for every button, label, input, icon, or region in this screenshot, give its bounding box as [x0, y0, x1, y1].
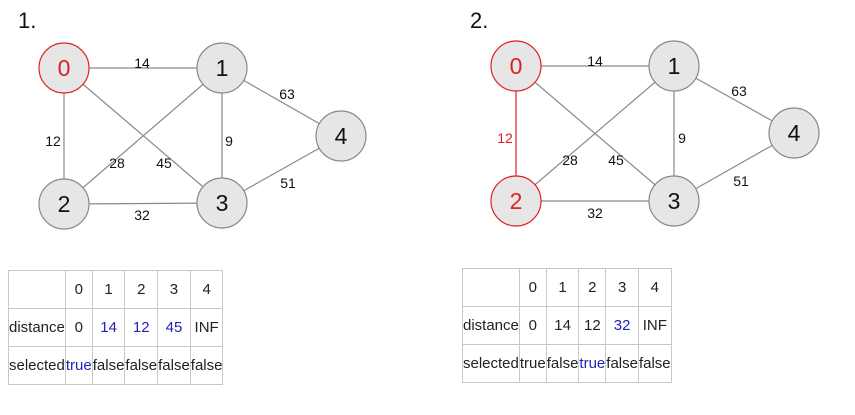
node-2: 2: [490, 175, 542, 227]
table-row-distance: distance 0 14 12 45 INF: [8, 308, 224, 347]
table-cell: false: [157, 346, 191, 385]
header-cell: [8, 270, 66, 309]
table-cell: 14: [91, 308, 126, 347]
node-0: 0: [38, 42, 90, 94]
edge-weight-label: 9: [225, 133, 233, 149]
node-label: 2: [510, 188, 523, 214]
edge-weight-label: 14: [134, 55, 150, 71]
edge-weight-label: 45: [608, 152, 624, 168]
node-label: 0: [58, 55, 71, 81]
node-label: 0: [510, 53, 523, 79]
node-label: 1: [216, 55, 229, 81]
table-cell: true: [578, 344, 607, 383]
edge-weight-label: 9: [678, 130, 686, 146]
edge-weight-label: 28: [562, 152, 578, 168]
table-cell: 14: [545, 306, 580, 345]
header-cell: 3: [157, 270, 191, 309]
header-cell: [462, 268, 520, 307]
node-0: 0: [490, 40, 542, 92]
edge-weight-label: 63: [731, 83, 747, 99]
edge-weight-label: 51: [733, 173, 749, 189]
node-label: 1: [668, 53, 681, 79]
node-3: 3: [648, 175, 700, 227]
table-cell: true: [518, 344, 547, 383]
edge-weight-label: 32: [134, 207, 150, 223]
node-label: 4: [335, 123, 348, 149]
edge-weight-label: 28: [109, 155, 125, 171]
table-cell: false: [124, 346, 159, 385]
table-cell: 45: [157, 308, 191, 347]
node-1: 1: [196, 42, 248, 94]
node-label: 3: [216, 190, 229, 216]
step-label: 1.: [18, 8, 37, 33]
edge-weight-label: 12: [497, 130, 513, 146]
distance-table: 0 1 2 3 4 distance 0 14 12 45 INF selected true false…: [8, 270, 224, 385]
header-cell: 2: [124, 270, 159, 309]
edge-weight-label: 45: [156, 155, 172, 171]
table-cell: false: [637, 344, 672, 383]
table-row-selected: selected true false true false false: [462, 344, 672, 383]
table-cell: 12: [578, 306, 607, 345]
table-cell: false: [91, 346, 126, 385]
node-2: 2: [38, 178, 90, 230]
node-3: 3: [196, 177, 248, 229]
table-cell: true: [64, 346, 93, 385]
node-label: 4: [788, 120, 801, 146]
edge-weight-label: 51: [280, 175, 296, 191]
node-4: 4: [315, 110, 367, 162]
table-cell: 0: [64, 308, 93, 347]
table-cell: 32: [605, 306, 639, 345]
row-label: distance: [8, 308, 66, 347]
table-row-selected: selected true false false false false: [8, 346, 224, 385]
row-label: selected: [462, 344, 520, 383]
edge-weight-label: 14: [587, 53, 603, 69]
table-cell: INF: [637, 306, 672, 345]
edge-2-3: [63, 202, 223, 205]
header-cell: 3: [605, 268, 639, 307]
header-cell: 1: [91, 270, 126, 309]
table-cell: false: [545, 344, 580, 383]
table-cell: false: [605, 344, 639, 383]
edge-weight-label: 32: [587, 205, 603, 221]
header-cell: 0: [64, 270, 93, 309]
table-cell: 12: [124, 308, 159, 347]
edge-1-2: [63, 67, 223, 205]
node-label: 2: [58, 191, 71, 217]
distance-table: 0 1 2 3 4 distance 0 14 12 32 INF selected true false…: [462, 268, 672, 383]
step-label: 2.: [470, 8, 489, 33]
edge-weight-label: 63: [279, 86, 295, 102]
node-4: 4: [768, 107, 820, 159]
edge-weight-label: 12: [45, 133, 61, 149]
header-cell: 4: [637, 268, 672, 307]
table-row-distance: distance 0 14 12 32 INF: [462, 306, 672, 345]
table-cell: false: [189, 346, 224, 385]
header-cell: 1: [545, 268, 580, 307]
node-1: 1: [648, 40, 700, 92]
node-label: 3: [668, 188, 681, 214]
edge-1-2: [515, 65, 675, 202]
table-cell: INF: [189, 308, 224, 347]
row-label: distance: [462, 306, 520, 345]
table-cell: 0: [518, 306, 547, 345]
header-cell: 4: [189, 270, 224, 309]
row-label: selected: [8, 346, 66, 385]
header-cell: 2: [578, 268, 607, 307]
header-cell: 0: [518, 268, 547, 307]
